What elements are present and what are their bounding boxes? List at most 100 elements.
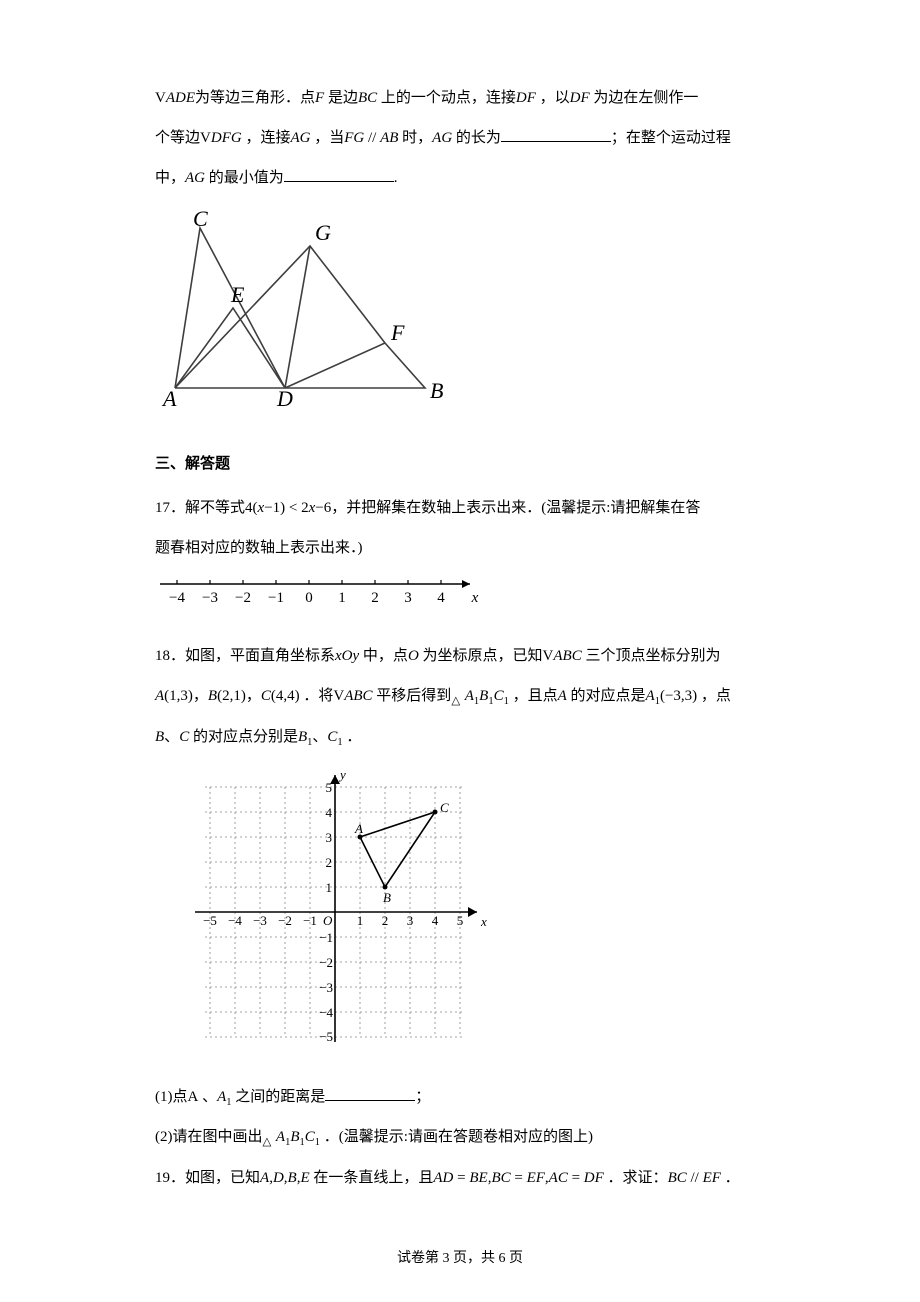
tri-v2: V	[333, 688, 344, 704]
tick-n4: −4	[169, 590, 185, 606]
tri-ade: ADE	[166, 90, 195, 106]
eq: =	[511, 1170, 527, 1186]
q16-line2: 个等边VDFG ，连接AG ，当FG // AB 时，AG 的长为；在整个运动过…	[155, 120, 765, 156]
pt-o: O	[408, 648, 419, 664]
pt-a2: A	[558, 688, 567, 704]
tri-abc2: ABC	[344, 688, 372, 704]
x-label: x	[471, 590, 479, 606]
seg-ef2: EF	[703, 1170, 721, 1186]
t: 是边	[324, 90, 358, 106]
lbl-e: E	[230, 282, 245, 307]
q17-hint-cont: 题春相对应的数轴上表示出来．)	[155, 540, 363, 556]
coord-c: (4,4) ．将	[271, 688, 334, 704]
yt2: 2	[326, 855, 333, 870]
xt5: 5	[457, 913, 464, 928]
xtn2: −2	[278, 913, 292, 928]
yt5: 5	[326, 780, 333, 795]
seg-ag: AG	[290, 130, 310, 146]
q16-line1: VADE为等边三角形．点F 是边BC 上的一个动点，连接DF ，以DF 为边在左…	[155, 80, 765, 116]
tri-dfg: DFG	[211, 130, 242, 146]
coord-b: (2,1)，	[217, 688, 261, 704]
pt-c: C	[261, 688, 271, 704]
page-footer: 试卷第 3 页，共 6 页	[0, 1247, 920, 1267]
t: ，当	[310, 130, 344, 146]
t: 、	[198, 1089, 217, 1105]
xtn5: −5	[203, 913, 217, 928]
yt4: 4	[326, 805, 333, 820]
t: 19．如图，已知	[155, 1170, 260, 1186]
t: ．	[721, 1170, 740, 1186]
coord-grid-svg: y x O A B C 5 4 3 2 1 −1 −2 −3 −4 −5	[185, 767, 495, 1047]
t: (2)请在图中画出	[155, 1129, 263, 1145]
pt-b1b: B	[298, 729, 307, 745]
t: 平移后得到	[373, 688, 452, 704]
t: ，以	[536, 90, 570, 106]
tick-n2: −2	[235, 590, 251, 606]
q17-line2: 题春相对应的数轴上表示出来．)	[155, 530, 765, 566]
seg-ad: AD	[433, 1170, 453, 1186]
t: 在一条直线上，且	[310, 1170, 434, 1186]
t: ．求证：	[604, 1170, 668, 1186]
t: 之间的距离是	[232, 1089, 326, 1105]
ytn2: −2	[319, 955, 333, 970]
t: (1)点	[155, 1089, 188, 1105]
xt3: 3	[407, 913, 414, 928]
t: 个等边	[155, 130, 200, 146]
pt-c1b: C	[327, 729, 337, 745]
seg-ac: AC	[549, 1170, 568, 1186]
footer-text: 试卷第 3 页，共 6 页	[397, 1251, 523, 1266]
blank-2	[284, 167, 394, 182]
tick-2: 2	[371, 590, 379, 606]
q17-expr: 4(x−1) < 2x−6	[245, 500, 331, 516]
t: .	[394, 170, 398, 186]
t: 时，	[398, 130, 432, 146]
coordinate-figure: y x O A B C 5 4 3 2 1 −1 −2 −3 −4 −5	[185, 767, 765, 1061]
blank-dist	[325, 1086, 415, 1101]
ytn4: −4	[319, 1005, 333, 1020]
lbl-a: A	[161, 386, 177, 408]
q18-sub2: (2)请在图中画出△ A1B1C1 ．(温馨提示:请画在答题卷相对应的图上)	[155, 1119, 765, 1156]
pt-a-lbl: A	[354, 821, 363, 836]
lbl-b: B	[430, 378, 443, 403]
pt-c-lbl: C	[440, 800, 449, 815]
pt-b: B	[288, 1170, 297, 1186]
seg-df: DF	[584, 1170, 604, 1186]
xtn3: −3	[253, 913, 267, 928]
t: ；在整个运动过程	[611, 130, 731, 146]
q17-prefix: 17．解不等式	[155, 500, 245, 516]
xoy: xOy	[335, 648, 359, 664]
eq: =	[568, 1170, 584, 1186]
parallel: //	[364, 130, 380, 146]
x-axis-lbl: x	[480, 914, 487, 929]
t: 中，	[155, 170, 185, 186]
pt-a1: A	[465, 688, 474, 704]
t: 为边在左侧作一	[590, 90, 699, 106]
t: 为等边三角形．点	[195, 90, 315, 106]
pt-c3: C	[179, 729, 189, 745]
seg-df: DF	[516, 90, 536, 106]
pt-b1: B	[479, 688, 488, 704]
xt1: 1	[357, 913, 364, 928]
t: ．	[343, 729, 362, 745]
xtn4: −4	[228, 913, 242, 928]
pt-b1c: B	[290, 1129, 299, 1145]
hint: (温馨提示:请画在答题卷相对应的图上)	[339, 1129, 593, 1145]
t: 中，点	[359, 648, 408, 664]
t: 18．如图，平面直角坐标系	[155, 648, 335, 664]
pt-a1c: A	[276, 1129, 285, 1145]
seg-ag3: AG	[185, 170, 205, 186]
q17-line1: 17．解不等式4(x−1) < 2x−6，并把解集在数轴上表示出来．(温馨提示:…	[155, 490, 765, 526]
tri-sym: V	[200, 130, 211, 146]
t: ，且点	[509, 688, 558, 704]
pt-d: D	[273, 1170, 284, 1186]
ytn5: −5	[319, 1029, 333, 1044]
seg-ab: AB	[380, 130, 398, 146]
section-3-title: 三、解答题	[155, 446, 765, 482]
pt-b-lbl: B	[383, 890, 391, 905]
yt1: 1	[326, 880, 333, 895]
number-line-svg: −4 −3 −2 −1 0 1 2 3 4 x	[155, 572, 485, 612]
pt-c1: C	[494, 688, 504, 704]
pt-b: B	[208, 688, 217, 704]
xt2: 2	[382, 913, 389, 928]
q17-mid: ，并把解集在数轴上表示出来．	[331, 500, 541, 516]
